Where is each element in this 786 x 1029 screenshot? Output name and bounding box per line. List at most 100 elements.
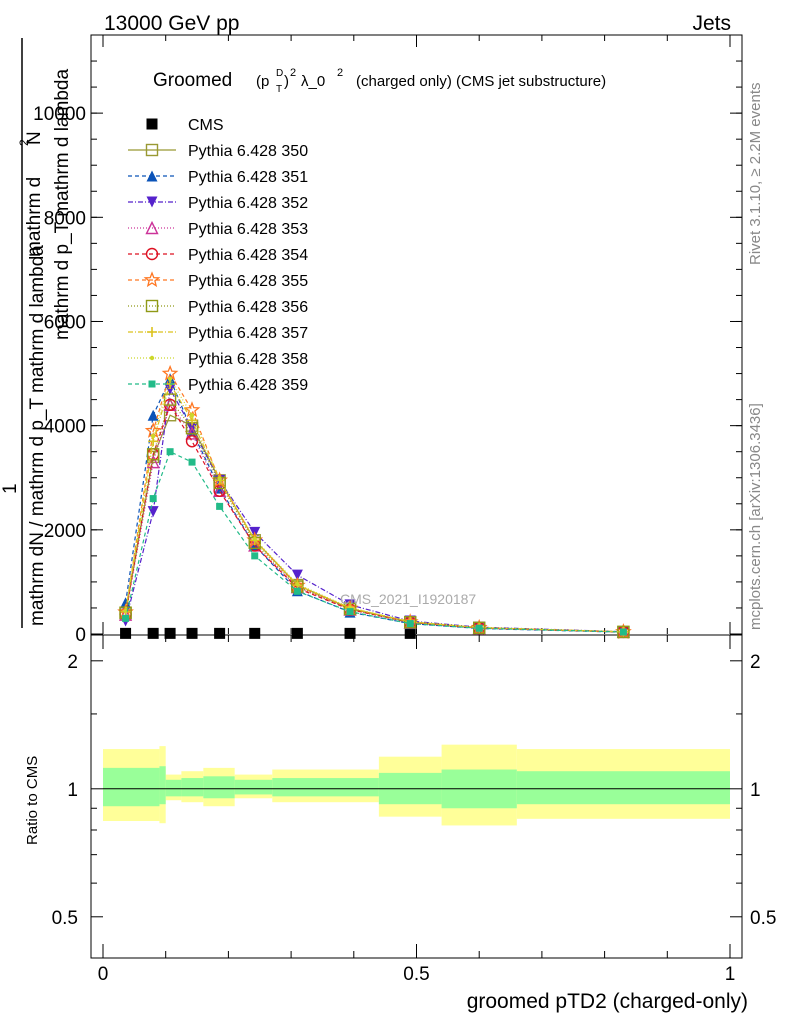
main-ytick-label: 8000 bbox=[44, 208, 86, 229]
data-point bbox=[346, 608, 354, 616]
data-point bbox=[167, 376, 173, 381]
data-point bbox=[123, 608, 128, 614]
watermark: CMS_2021_I1920187 bbox=[340, 591, 476, 607]
data-point bbox=[249, 627, 261, 639]
ylabel-bot: mathrm dN / mathrm d p_T mathrm d lambda bbox=[27, 245, 48, 626]
data-point bbox=[619, 628, 627, 636]
data-point bbox=[149, 495, 157, 503]
legend-marker bbox=[149, 355, 155, 361]
data-point bbox=[120, 627, 132, 639]
ratio-ytick-label-right: 0.5 bbox=[750, 908, 776, 929]
main-ytick-label: 10000 bbox=[33, 104, 86, 125]
ratio-band-inner bbox=[165, 779, 182, 797]
data-point bbox=[189, 413, 195, 418]
ratio-ytick-label: 1 bbox=[67, 780, 78, 801]
series-10 bbox=[122, 448, 627, 636]
ratio-axes: 0.5 0.5 1 1 2 2 0 0.5 1 bbox=[52, 635, 776, 985]
legend-label: Pythia 6.428 351 bbox=[188, 169, 308, 186]
legend-marker bbox=[145, 299, 159, 313]
data-point bbox=[163, 393, 177, 406]
ratio-ytick-label: 2 bbox=[67, 652, 78, 673]
ratio-ytick-label-right: 1 bbox=[750, 780, 761, 801]
title-rest: (charged only) (CMS jet substructure) bbox=[356, 73, 606, 90]
data-point bbox=[122, 614, 130, 622]
ratio-band-inner bbox=[181, 778, 204, 797]
plot-title: Groomed (p D T ) 2 λ_0 2 (charged only) … bbox=[153, 67, 606, 95]
data-point bbox=[475, 624, 483, 632]
ratio-band-inner bbox=[203, 776, 235, 799]
ratio-ylabel: Ratio to CMS bbox=[24, 756, 41, 845]
legend-marker bbox=[143, 271, 161, 288]
legend-label: Pythia 6.428 353 bbox=[188, 221, 308, 238]
ratio-ytick-label-right: 2 bbox=[750, 652, 761, 673]
data-point bbox=[147, 409, 159, 421]
title-sup-d: D bbox=[276, 68, 283, 79]
legend-label: CMS bbox=[188, 117, 224, 134]
data-point bbox=[166, 448, 174, 456]
x-axis-label: groomed pTD2 (charged-only) bbox=[467, 990, 748, 1013]
ratio-xtick-label: 0 bbox=[98, 964, 109, 985]
main-axes: 0 2000 4000 6000 8000 10000 bbox=[33, 34, 742, 646]
title-sup-2b: 2 bbox=[337, 67, 343, 79]
main-series bbox=[117, 364, 632, 640]
data-point bbox=[120, 597, 132, 609]
data-point bbox=[291, 627, 303, 639]
legend-label: Pythia 6.428 356 bbox=[188, 299, 308, 316]
legend-marker bbox=[147, 327, 157, 337]
series-line bbox=[125, 377, 624, 633]
series-line bbox=[125, 403, 624, 633]
title-sup-2: 2 bbox=[290, 67, 296, 79]
ylabel-top-den: mathrm d p_T mathrm d lambda bbox=[52, 69, 73, 340]
ylabel-one: 1 bbox=[0, 483, 21, 494]
data-point bbox=[186, 627, 198, 639]
legend-marker bbox=[148, 380, 156, 388]
title-close: ) bbox=[284, 73, 289, 90]
legend-marker bbox=[145, 220, 159, 235]
legend-marker bbox=[145, 247, 159, 261]
data-point bbox=[164, 627, 176, 639]
legend: CMS Pythia 6.428 350 Pythia 6.428 351 Pythi… bbox=[128, 117, 308, 394]
data-point bbox=[146, 448, 160, 461]
legend-label: Pythia 6.428 358 bbox=[188, 351, 308, 368]
data-point bbox=[251, 552, 259, 560]
data-point bbox=[150, 433, 156, 439]
main-ytick-label: 2000 bbox=[44, 521, 86, 542]
mcplots-label: mcplots.cern.ch [arXiv:1306.3436] bbox=[747, 403, 764, 630]
legend-marker bbox=[146, 170, 158, 182]
data-point bbox=[252, 537, 257, 542]
main-ytick-label: 0 bbox=[75, 625, 86, 646]
data-point bbox=[344, 627, 356, 639]
legend-label: Pythia 6.428 357 bbox=[188, 325, 308, 342]
data-point bbox=[404, 627, 416, 639]
main-ytick-label: 4000 bbox=[44, 417, 86, 438]
rivet-label: Rivet 3.1.10, ≥ 2.2M events bbox=[747, 83, 764, 266]
ratio-band-inner bbox=[159, 766, 166, 805]
ratio-xtick-label: 1 bbox=[725, 964, 736, 985]
data-point bbox=[216, 502, 224, 510]
legend-label: Pythia 6.428 354 bbox=[188, 247, 308, 264]
data-point bbox=[295, 581, 300, 587]
legend-label: Pythia 6.428 355 bbox=[188, 273, 308, 290]
title-sub-t: T bbox=[276, 84, 282, 95]
title-p: (p bbox=[256, 73, 269, 90]
title-main: Groomed bbox=[153, 70, 232, 91]
ylabel-top-num: mathrm d bbox=[24, 177, 45, 257]
main-ytick-label: 6000 bbox=[44, 312, 86, 333]
legend-marker bbox=[146, 196, 158, 208]
data-point bbox=[293, 587, 301, 595]
data-point bbox=[406, 620, 414, 628]
header-right: Jets bbox=[692, 12, 731, 35]
data-point bbox=[147, 627, 159, 639]
ratio-ytick-label: 0.5 bbox=[52, 908, 78, 929]
data-point bbox=[217, 476, 222, 481]
ratio-band-inner bbox=[272, 778, 379, 797]
legend-label: Pythia 6.428 350 bbox=[188, 143, 308, 160]
data-point bbox=[214, 627, 226, 639]
data-point bbox=[188, 458, 196, 466]
ratio-band-inner bbox=[234, 779, 273, 795]
data-point bbox=[185, 435, 199, 448]
ratio-bands bbox=[103, 744, 730, 826]
ylabel-top-num2: N bbox=[24, 131, 45, 145]
title-lambda: λ_0 bbox=[301, 73, 325, 90]
